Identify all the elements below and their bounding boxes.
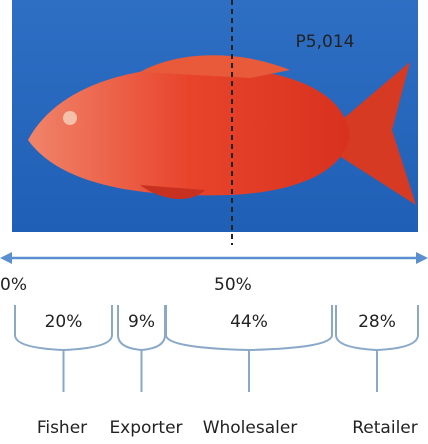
arrow-head <box>0 252 12 264</box>
segment-share: 9% <box>128 312 155 332</box>
scale-arrow <box>0 252 428 264</box>
segment-name: Retailer <box>352 418 418 438</box>
arrow-head <box>416 252 428 264</box>
segment-braces: 20% Fisher 9% Exporter 44% Wholesaler 28% Retai… <box>15 305 418 438</box>
segment-name: Fisher <box>37 418 87 438</box>
scale-start: 0% <box>0 275 27 295</box>
fish-photo <box>12 0 418 232</box>
segment-share: 44% <box>230 312 268 332</box>
segment-share: 20% <box>45 312 83 332</box>
price-label: P5,014 <box>296 32 355 52</box>
segment-name: Exporter <box>109 418 182 438</box>
value-chain-graphic: P5,014 0% 50% 20% Fisher 9% Exporter 44% Whol… <box>0 0 428 440</box>
segment-share: 28% <box>358 312 396 332</box>
segment-name: Wholesaler <box>203 418 298 438</box>
fish-eye <box>63 111 77 125</box>
scale-middle: 50% <box>214 275 252 295</box>
